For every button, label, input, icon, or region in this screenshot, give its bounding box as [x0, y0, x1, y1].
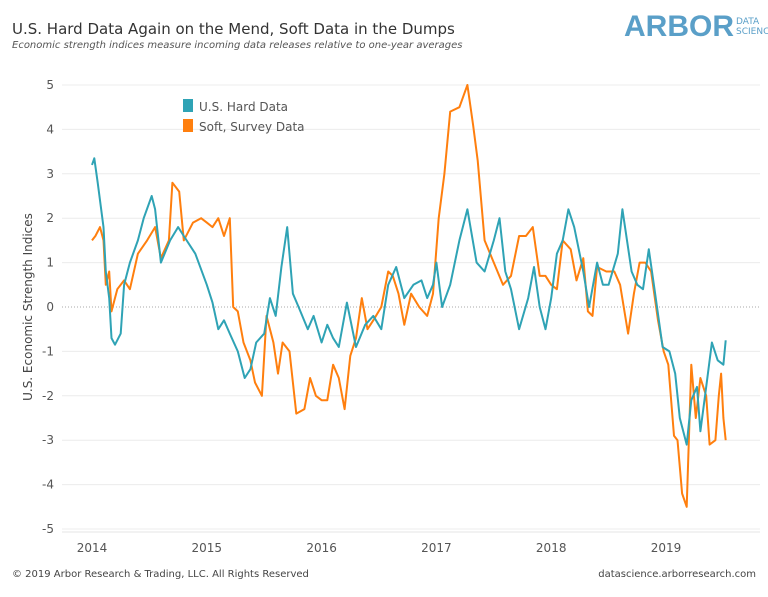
y-tick-label: 4 — [46, 122, 54, 136]
x-tick-label: 2019 — [651, 541, 682, 555]
x-tick-label: 2018 — [536, 541, 567, 555]
legend-swatch-hard — [183, 99, 193, 112]
y-tick-label: -1 — [42, 344, 54, 358]
y-tick-label: 1 — [46, 256, 54, 270]
logo-sub-science: SCIENCE — [736, 27, 768, 37]
logo-sub-text: DATA SCIENCE — [736, 17, 768, 37]
y-tick-label: -3 — [42, 433, 54, 447]
logo-main-text: ARBOR — [624, 10, 734, 43]
website-link[interactable]: datascience.arborresearch.com — [598, 569, 756, 580]
y-tick-label: 0 — [46, 300, 54, 314]
x-tick-label: 2015 — [192, 541, 223, 555]
x-tick-label: 2016 — [306, 541, 337, 555]
y-tick-label: -5 — [42, 522, 54, 536]
series-line-soft — [91, 84, 727, 508]
y-tick-label: -2 — [42, 389, 54, 403]
chart-subtitle: Economic strength indices measure incomi… — [12, 40, 463, 51]
x-tick-label: 2017 — [421, 541, 452, 555]
copyright-text: © 2019 Arbor Research & Trading, LLC. Al… — [12, 569, 309, 580]
arbor-logo: ARBOR DATA SCIENCE — [624, 10, 768, 44]
y-tick-label: 2 — [46, 211, 54, 225]
y-tick-label: 3 — [46, 167, 54, 181]
y-tick-label: 5 — [46, 78, 54, 92]
legend-label-soft: Soft, Survey Data — [199, 120, 305, 134]
chart-title: U.S. Hard Data Again on the Mend, Soft D… — [12, 20, 455, 38]
legend: U.S. Hard Data Soft, Survey Data — [183, 99, 305, 134]
y-axis-label: U.S. Economic Strength Indices — [21, 213, 35, 401]
x-tick-label: 2014 — [77, 541, 108, 555]
series-line-hard — [91, 157, 727, 446]
legend-swatch-soft — [183, 119, 193, 132]
legend-label-hard: U.S. Hard Data — [199, 100, 288, 114]
logo-sub-data: DATA — [736, 17, 760, 27]
y-tick-label: -4 — [42, 478, 54, 492]
